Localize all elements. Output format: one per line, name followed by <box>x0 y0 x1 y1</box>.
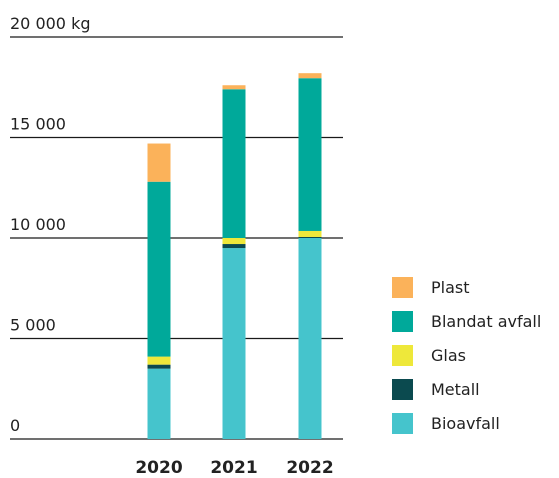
legend-label: Bioavfall <box>431 414 500 433</box>
x-tick-label: 2021 <box>210 458 257 478</box>
y-tick-label: 0 <box>10 416 20 435</box>
bar-segment-2021-bioavfall <box>222 248 246 439</box>
y-tick-label: 10 000 <box>10 215 66 234</box>
bar-segment-2020-bioavfall <box>147 368 171 439</box>
y-tick-label: 5 000 <box>10 316 56 335</box>
bar-segment-2022-blandat-avfall <box>298 78 322 231</box>
legend-swatch-blandat-avfall <box>392 311 413 332</box>
bar-segment-2022-bioavfall <box>298 238 322 439</box>
legend-swatch-metall <box>392 379 413 400</box>
x-tick-labels: 2020 2021 2022 <box>135 458 333 478</box>
bar-segment-2020-glas <box>147 356 171 365</box>
bars <box>147 73 322 439</box>
bar-segment-2022-glas <box>298 230 322 237</box>
bar-segment-2022-plast <box>298 73 322 79</box>
legend-label: Metall <box>431 380 480 399</box>
bar-segment-2021-glas <box>222 238 246 245</box>
y-tick-label: 20 000 kg <box>10 14 91 33</box>
x-tick-label: 2022 <box>286 458 333 478</box>
legend-swatch-bioavfall <box>392 413 413 434</box>
bar-segment-2020-blandat-avfall <box>147 181 171 357</box>
legend-label: Blandat avfall <box>431 312 541 331</box>
y-tick-label: 15 000 <box>10 115 66 134</box>
gridlines <box>10 36 343 440</box>
legend: Plast Blandat avfall Glas Metall Bioavfall <box>392 277 541 434</box>
legend-swatch-plast <box>392 277 413 298</box>
legend-swatch-glas <box>392 345 413 366</box>
bar-segment-2021-metall <box>222 244 246 249</box>
bar-segment-2021-blandat-avfall <box>222 89 246 238</box>
bar-segment-2022-metall <box>298 236 322 238</box>
legend-label: Plast <box>431 278 470 297</box>
legend-label: Glas <box>431 346 466 365</box>
bar-segment-2021-plast <box>222 85 246 90</box>
bar-segment-2020-plast <box>147 143 171 182</box>
y-tick-labels: 0 5 000 10 000 15 000 20 000 kg <box>10 14 91 435</box>
x-tick-label: 2020 <box>135 458 182 478</box>
bar-segment-2020-metall <box>147 364 171 369</box>
